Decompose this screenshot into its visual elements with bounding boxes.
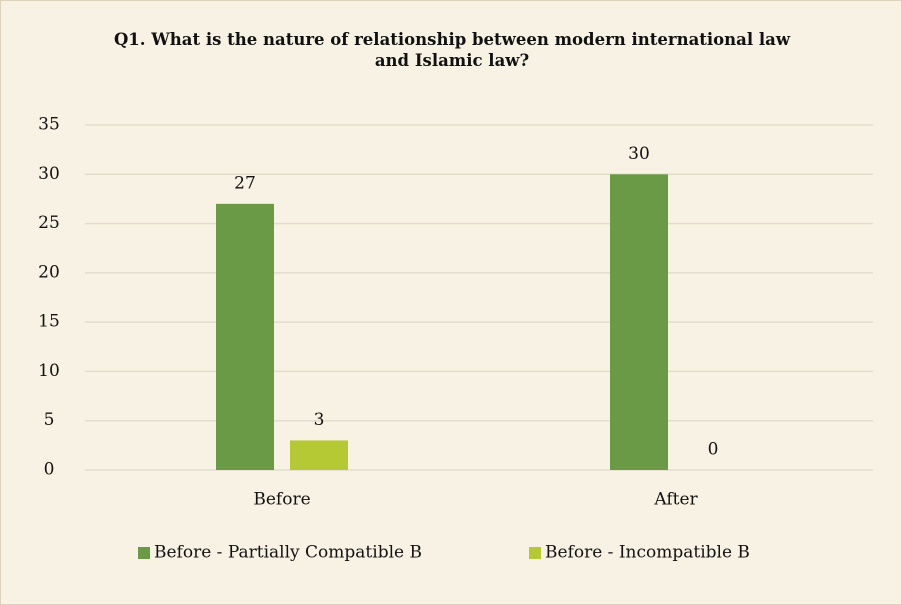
bar (290, 440, 348, 470)
y-tick-label: 25 (38, 213, 60, 233)
legend-label: Before - Incompatible B (545, 543, 750, 563)
legend-label: Before - Partially Compatible B (154, 543, 422, 563)
data-label: 3 (314, 410, 325, 430)
data-label: 30 (628, 144, 650, 164)
chart-title: Q1. What is the nature of relationship b… (113, 30, 791, 70)
data-label: 27 (234, 173, 256, 193)
y-tick-label: 10 (38, 361, 60, 381)
data-label: 0 (708, 440, 719, 460)
y-tick-label: 30 (38, 164, 60, 184)
legend-swatch (138, 547, 150, 559)
bar (216, 203, 274, 470)
legend-swatch (529, 547, 541, 559)
y-tick-label: 5 (44, 410, 55, 430)
x-tick-label: After (653, 490, 698, 510)
bar (610, 174, 668, 471)
y-tick-label: 35 (38, 115, 60, 135)
y-tick-label: 20 (38, 262, 60, 282)
y-tick-label: 0 (44, 460, 55, 480)
x-tick-label: Before (253, 490, 310, 510)
y-tick-label: 15 (38, 312, 60, 332)
